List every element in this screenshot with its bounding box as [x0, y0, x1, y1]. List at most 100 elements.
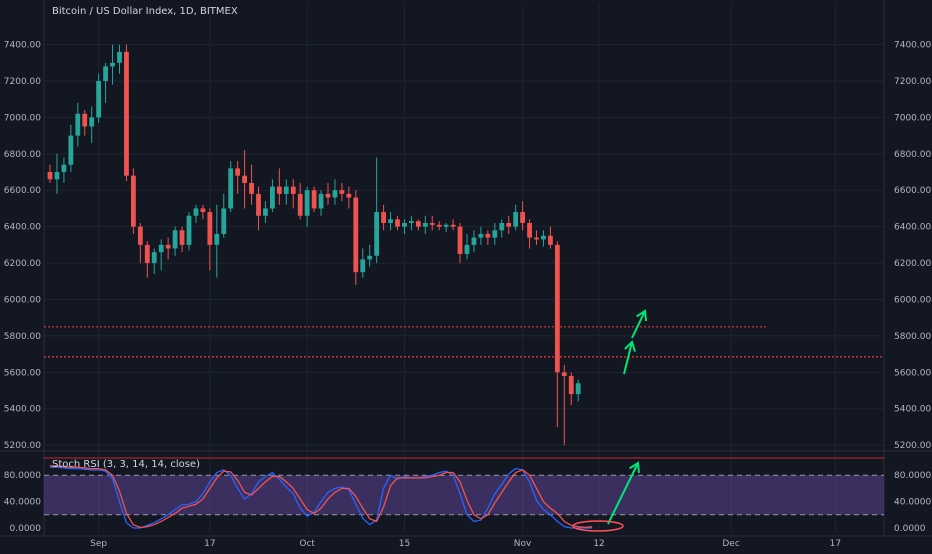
candle[interactable] [568, 372, 574, 406]
candle[interactable] [561, 365, 567, 446]
candle-body [499, 223, 505, 231]
candle[interactable] [270, 179, 275, 213]
candle[interactable] [332, 179, 338, 205]
candle-layer[interactable] [47, 44, 581, 446]
candle[interactable] [214, 204, 220, 278]
candle[interactable] [554, 241, 560, 427]
candle-body [339, 190, 345, 194]
candle[interactable] [360, 248, 366, 278]
candle[interactable] [311, 186, 317, 213]
candle[interactable] [297, 182, 303, 220]
candle[interactable] [422, 215, 428, 234]
candle[interactable] [485, 230, 491, 245]
candle[interactable] [402, 219, 407, 234]
candle[interactable] [89, 106, 95, 143]
candle[interactable] [75, 102, 81, 147]
candle[interactable] [499, 219, 505, 238]
candle[interactable] [304, 186, 310, 227]
candle[interactable] [339, 182, 345, 202]
main-y-tick-left: 6800.00 [4, 150, 41, 160]
x-tick-label: Sep [90, 539, 107, 549]
candle[interactable] [290, 179, 296, 209]
candle[interactable] [471, 230, 477, 253]
candle[interactable] [443, 223, 449, 233]
candle[interactable] [131, 168, 136, 234]
main-y-tick-left: 7200.00 [4, 77, 41, 87]
candle[interactable] [325, 182, 331, 205]
candle-body [186, 215, 192, 245]
rsi-y-tick-right: 80.0000 [894, 471, 931, 481]
main-y-tick-left: 6400.00 [4, 223, 41, 233]
candle[interactable] [47, 164, 53, 183]
candle-body [568, 375, 574, 395]
rsi-y-tick-left: 40.0000 [4, 498, 41, 508]
candle[interactable] [110, 44, 115, 85]
candle[interactable] [346, 186, 352, 209]
candle-body [221, 208, 227, 234]
candle[interactable] [464, 233, 470, 260]
candle[interactable] [429, 215, 435, 231]
candle[interactable] [228, 161, 234, 213]
candle[interactable] [165, 237, 171, 260]
candle[interactable] [520, 201, 525, 231]
candle[interactable] [283, 179, 289, 205]
candle[interactable] [256, 186, 261, 231]
candle[interactable] [221, 193, 227, 238]
candle[interactable] [235, 161, 241, 194]
candle[interactable] [137, 223, 143, 264]
candle[interactable] [158, 239, 164, 271]
candle[interactable] [207, 208, 213, 271]
candle[interactable] [96, 73, 102, 123]
candle[interactable] [54, 153, 60, 194]
candle[interactable] [276, 168, 282, 205]
candle[interactable] [117, 44, 122, 74]
candle[interactable] [541, 230, 546, 247]
candle[interactable] [61, 157, 67, 183]
candle[interactable] [457, 223, 463, 264]
candle-body [541, 235, 546, 240]
candle[interactable] [527, 219, 532, 249]
candle[interactable] [263, 201, 268, 224]
candle[interactable] [200, 204, 206, 220]
candle[interactable] [193, 204, 199, 224]
candle[interactable] [492, 223, 498, 245]
candle-body [151, 252, 157, 264]
candle[interactable] [415, 219, 421, 231]
candle[interactable] [409, 215, 414, 231]
candle[interactable] [249, 164, 254, 205]
candle[interactable] [82, 110, 88, 136]
rsi-y-tick-right: 0.0000 [894, 524, 926, 534]
candle[interactable] [478, 226, 484, 245]
candle-body [68, 135, 74, 165]
candle[interactable] [534, 230, 539, 245]
candle[interactable] [242, 150, 247, 209]
candle-body [346, 193, 352, 198]
candle-body [402, 223, 407, 227]
candle[interactable] [124, 44, 129, 182]
candle[interactable] [186, 212, 192, 251]
candle[interactable] [374, 157, 380, 264]
candle[interactable] [388, 212, 393, 231]
candle[interactable] [144, 241, 150, 278]
candle[interactable] [353, 190, 359, 285]
candle[interactable] [436, 221, 442, 231]
x-tick-label: Dec [722, 539, 739, 549]
candle[interactable] [395, 215, 400, 231]
candle[interactable] [172, 226, 178, 256]
candle[interactable] [151, 248, 157, 274]
candle[interactable] [513, 204, 519, 231]
candle[interactable] [575, 379, 581, 402]
candle[interactable] [367, 244, 373, 267]
candle[interactable] [548, 226, 553, 249]
main-y-tick-right: 5800.00 [894, 332, 931, 342]
candle[interactable] [68, 124, 74, 173]
candle[interactable] [381, 204, 386, 231]
candle[interactable] [450, 219, 456, 231]
candle[interactable] [179, 226, 185, 253]
oversold-highlight-ellipse [572, 520, 624, 532]
candle[interactable] [506, 215, 512, 234]
candle[interactable] [318, 190, 324, 216]
candle[interactable] [103, 62, 108, 103]
